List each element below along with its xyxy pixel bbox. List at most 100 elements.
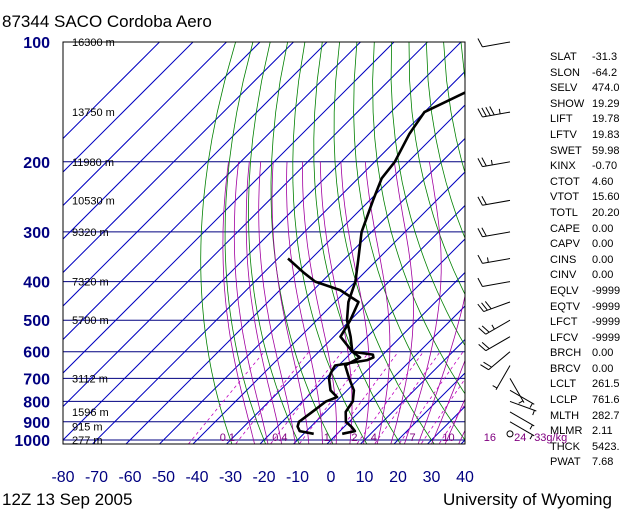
moist-adiabat (233, 161, 269, 444)
wind-barb-staff (482, 161, 511, 168)
index-value: 2.11 (592, 425, 613, 438)
dry-adiabat (425, 42, 465, 240)
index-name: SLAT (550, 51, 577, 63)
index-value: 7.68 (592, 456, 614, 469)
stability-indices: SLAT -31.3 SLON -64.2 SELV 474.0 SHOW 19.29 LIFT… (550, 50, 640, 471)
temperature-tick-label: -40 (185, 469, 208, 486)
isotherm (292, 271, 465, 444)
wind-barb (477, 157, 511, 168)
index-row: EQLV -9999 (550, 284, 640, 300)
wind-barb (477, 277, 511, 287)
index-value: 761.6 (592, 394, 620, 407)
moist-adiabat (444, 398, 465, 444)
mixing-ratio-line (270, 351, 343, 444)
isotherm (158, 137, 465, 444)
wind-barb-half-flag (518, 400, 524, 404)
wind-barb-flag (481, 302, 488, 311)
index-value: 474.0 (592, 82, 620, 95)
height-label: 3112 m (72, 373, 108, 385)
wind-barb-flag (481, 325, 490, 333)
mixing-ratio-label: 33g/kg (534, 432, 567, 444)
index-row: MLMR 2.11 (550, 424, 640, 440)
pressure-tick-label: 800 (23, 394, 50, 411)
wind-barb (509, 411, 535, 430)
data-source: University of Wyoming (443, 490, 612, 509)
temperature-tick-label: -70 (85, 469, 108, 486)
index-name: SLON (550, 66, 580, 79)
moist-adiabat (319, 161, 353, 444)
wind-barb-flag (477, 196, 483, 206)
index-name: EQTV (550, 300, 580, 313)
temperature-tick-label: -10 (286, 469, 309, 486)
index-name: LFCT (550, 316, 578, 329)
index-value: 0.00 (592, 347, 614, 360)
temperature-tick-label: 30 (423, 469, 441, 486)
temperature-tick-label: -80 (51, 469, 74, 486)
isotherm (63, 42, 227, 207)
wind-barb-flag (477, 108, 483, 118)
temperature-tick-label: 20 (389, 469, 407, 486)
index-name: LFTV (550, 128, 577, 141)
pressure-tick-label: 200 (23, 155, 50, 172)
wind-barb-flag (477, 158, 483, 167)
wind-barb (478, 319, 511, 335)
mixing-ratio-label: 4 (371, 432, 377, 444)
index-row: SLAT -31.3 (550, 50, 640, 66)
height-label: 5700 m (72, 315, 109, 327)
moist-adiabat (364, 161, 391, 444)
plot-area (62, 41, 466, 445)
wind-barb (509, 400, 537, 416)
mixing-ratio-line (438, 403, 465, 444)
index-row: THCK 5423. (550, 440, 640, 456)
temperature-tick-label: -50 (152, 469, 175, 486)
index-row: CINV 0.00 (550, 268, 640, 284)
wind-barb (477, 254, 511, 264)
index-value: 19.83 (592, 128, 620, 141)
isotherm (63, 42, 462, 441)
index-name: BRCV (550, 362, 581, 375)
mixing-ratio-line (235, 351, 310, 444)
mixing-ratio-label: 0.1 (220, 432, 235, 444)
wind-barb-flag (489, 106, 495, 116)
index-row: SELV 474.0 (550, 81, 640, 97)
wind-barb-staff (509, 378, 525, 403)
index-value: 59.98 (592, 144, 620, 157)
index-value: -31.3 (592, 51, 618, 63)
index-name: EQLV (550, 284, 579, 297)
moist-adiabat (271, 161, 310, 444)
moist-adiabat (302, 161, 337, 444)
index-value: 261.5 (592, 378, 620, 391)
wind-barb-staff (483, 301, 511, 313)
wind-barb-flag (477, 277, 483, 287)
temperature-tick-label: 0 (327, 469, 336, 486)
index-value: 0.00 (592, 238, 614, 251)
isotherm (63, 42, 428, 408)
index-row: LCLT 261.5 (550, 377, 640, 393)
wind-barb-flag (477, 38, 483, 48)
index-value: 282.7 (592, 409, 620, 422)
isotherm (225, 204, 465, 444)
moist-adiabat (222, 161, 255, 444)
index-row: SHOW 19.29 (550, 97, 640, 113)
index-name: VTOT (550, 191, 580, 204)
wind-barb-half-flag (491, 324, 495, 330)
station-title: 87344 SACO Cordoba Aero (2, 12, 212, 31)
wind-barb-staff (482, 231, 511, 238)
mixing-ratio-labels: 0.1 0.4 1 2 4 7 10 16 24 33g/kg (220, 432, 568, 444)
wind-barb (477, 106, 511, 118)
wind-barb-flag (477, 228, 483, 237)
index-value: -0.70 (592, 160, 618, 173)
temperature-profile (341, 91, 465, 436)
wind-barb-half-flag (529, 424, 533, 430)
index-row: SWET 59.98 (550, 144, 640, 160)
isotherm (63, 42, 361, 341)
isotherm (63, 42, 328, 307)
index-name: PWAT (550, 456, 581, 469)
wind-barb-calm (506, 430, 514, 438)
index-name: LCLP (550, 394, 578, 407)
mixing-ratio-line (398, 351, 464, 444)
pressure-tick-label: 300 (23, 225, 50, 242)
dry-adiabat (248, 42, 300, 444)
